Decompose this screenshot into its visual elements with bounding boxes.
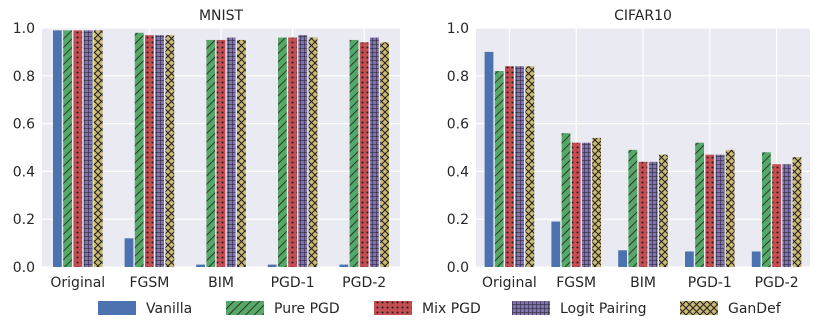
bar-logit-pairing-original [83, 30, 93, 267]
bar-gandef-pgd-2 [792, 157, 802, 267]
bar-vanilla-pgd-2 [751, 251, 761, 267]
bar-logit-pairing-bim [226, 37, 236, 268]
x-tick-label: PGD-1 [271, 275, 315, 291]
bar-logit-pairing-fgsm [155, 35, 164, 267]
bar-vanilla-pgd-1 [267, 264, 277, 267]
bar-pure-pgd-bim [628, 149, 638, 267]
bar-mix-pgd-original [73, 30, 83, 267]
x-tick-label: PGD-2 [342, 275, 386, 291]
bar-mix-pgd-pgd-2 [359, 42, 369, 268]
x-tick-label: BIM [208, 275, 234, 291]
bar-pure-pgd-pgd-1 [695, 142, 704, 267]
chart-title: MNIST [199, 8, 244, 24]
bar-pure-pgd-pgd-2 [762, 152, 771, 267]
bar-vanilla-pgd-1 [685, 251, 694, 267]
x-tick-label: BIM [630, 275, 656, 291]
bar-mix-pgd-pgd-1 [705, 154, 715, 267]
bar-pure-pgd-pgd-2 [349, 39, 359, 268]
x-tick-label: FGSM [556, 275, 596, 291]
bar-mix-pgd-fgsm [145, 35, 154, 267]
legend-label: Logit Pairing [560, 301, 647, 317]
y-tick-label: 0.4 [13, 164, 35, 180]
bar-vanilla-original [484, 51, 494, 268]
legend-label: Vanilla [146, 301, 192, 317]
legend-swatch [374, 301, 412, 315]
y-tick-label: 0.2 [447, 212, 469, 228]
x-tick-label: FGSM [129, 275, 169, 291]
panel-mnist: 0.0 0.2 0.4 0.6 0.8 1.0 Original FGSM BIM PGD-1 PG… [13, 8, 400, 291]
legend-label: GanDef [728, 301, 782, 317]
bar-logit-pairing-pgd-1 [298, 35, 308, 267]
chart-title: CIFAR10 [614, 8, 672, 24]
bar-pure-pgd-pgd-1 [278, 37, 287, 268]
legend-swatch [226, 301, 264, 315]
legend-item-vanilla: Vanilla [98, 301, 192, 317]
legend-label: Pure PGD [274, 301, 340, 317]
bar-logit-pairing-pgd-1 [715, 154, 725, 267]
bar-mix-pgd-original [505, 66, 514, 268]
y-tick-label: 0.2 [13, 212, 35, 228]
bar-mix-pgd-pgd-2 [772, 164, 781, 267]
bar-gandef-fgsm [165, 35, 175, 267]
bar-gandef-pgd-1 [725, 149, 735, 267]
legend-swatch [680, 301, 718, 315]
bar-vanilla-original [53, 30, 62, 267]
bar-pure-pgd-fgsm [134, 32, 144, 267]
x-tick-label: PGD-2 [755, 275, 799, 291]
bar-gandef-fgsm [592, 137, 601, 267]
legend-item-gandef: GanDef [680, 301, 782, 317]
y-tick-label: 0.0 [13, 260, 35, 276]
x-tick-label: Original [482, 275, 537, 291]
bar-pure-pgd-original [63, 30, 72, 267]
bar-logit-pairing-original [515, 66, 524, 268]
y-tick-label: 0.8 [13, 69, 35, 85]
bar-mix-pgd-bim [638, 161, 648, 267]
bar-gandef-original [93, 30, 103, 267]
legend-item-mix-pgd: Mix PGD [374, 301, 481, 317]
legend-item-logit-pairing: Logit Pairing [512, 301, 647, 317]
bar-pure-pgd-original [494, 71, 504, 268]
legend-swatch [512, 301, 550, 315]
x-tick-label: Original [50, 275, 105, 291]
bar-vanilla-bim [618, 250, 627, 267]
bar-logit-pairing-pgd-2 [370, 37, 379, 268]
bar-vanilla-fgsm [124, 238, 134, 267]
bar-pure-pgd-fgsm [561, 133, 571, 267]
y-tick-label: 0.6 [447, 117, 469, 133]
legend-swatch [98, 301, 136, 315]
bar-logit-pairing-fgsm [582, 142, 591, 267]
y-tick-label: 1.0 [13, 21, 35, 37]
legend-item-pure-pgd: Pure PGD [226, 301, 340, 317]
y-tick-label: 0.0 [447, 260, 469, 276]
y-tick-label: 0.4 [447, 164, 469, 180]
bar-mix-pgd-fgsm [571, 142, 581, 267]
bar-gandef-original [525, 66, 535, 268]
bar-logit-pairing-bim [648, 161, 658, 267]
bar-vanilla-pgd-2 [339, 264, 349, 267]
legend-label: Mix PGD [422, 301, 481, 317]
legend: Vanilla Pure PGD Mix PGD Logit Pairing GanDe… [98, 301, 782, 317]
panel-cifar10: 0.0 0.2 0.4 0.6 0.8 1.0 Original FGSM BIM PGD-1 PG… [447, 8, 810, 291]
y-tick-label: 0.6 [13, 117, 35, 133]
bar-gandef-bim [659, 154, 668, 267]
bar-vanilla-fgsm [551, 221, 561, 267]
bar-mix-pgd-bim [216, 39, 226, 268]
bar-vanilla-bim [196, 264, 205, 267]
x-tick-label: PGD-1 [688, 275, 732, 291]
bar-gandef-bim [237, 39, 246, 268]
bar-logit-pairing-pgd-2 [782, 164, 792, 267]
y-tick-label: 1.0 [447, 21, 469, 37]
bar-gandef-pgd-1 [308, 37, 318, 268]
bar-pure-pgd-bim [206, 39, 216, 268]
bar-gandef-pgd-2 [380, 42, 389, 268]
y-tick-label: 0.8 [447, 69, 469, 85]
bar-mix-pgd-pgd-1 [288, 37, 297, 268]
